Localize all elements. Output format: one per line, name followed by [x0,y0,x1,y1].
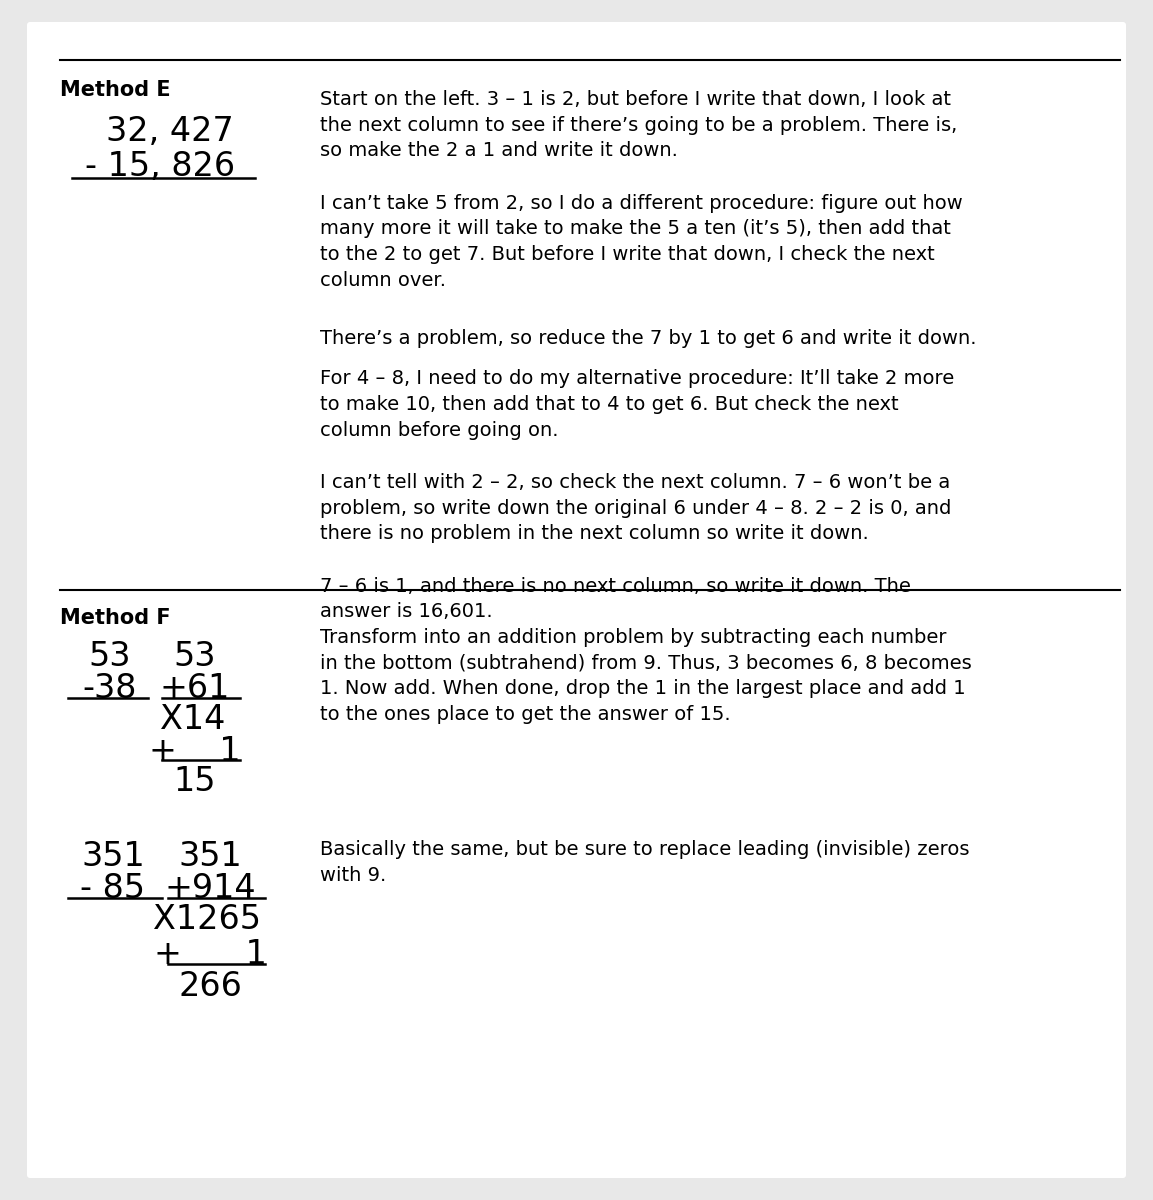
Text: Basically the same, but be sure to replace leading (invisible) zeros
with 9.: Basically the same, but be sure to repla… [321,840,970,884]
Text: Method F: Method F [60,608,171,628]
Text: +      1: + 1 [153,938,266,971]
Text: 266: 266 [178,970,242,1003]
FancyBboxPatch shape [27,22,1126,1178]
Text: 351: 351 [81,840,145,874]
Text: X1265: X1265 [153,902,261,936]
Text: +914: +914 [164,872,256,905]
Text: 53: 53 [89,640,131,673]
Text: There’s a problem, so reduce the 7 by 1 to get 6 and write it down.: There’s a problem, so reduce the 7 by 1 … [321,329,977,348]
Text: For 4 – 8, I need to do my alternative procedure: It’ll take 2 more
to make 10, : For 4 – 8, I need to do my alternative p… [321,370,955,439]
Text: X14: X14 [160,703,226,736]
Text: Transform into an addition problem by subtracting each number
in the bottom (sub: Transform into an addition problem by su… [321,628,972,725]
Text: 7 – 6 is 1, and there is no next column, so write it down. The
answer is 16,601.: 7 – 6 is 1, and there is no next column,… [321,576,911,622]
Text: 53: 53 [174,640,217,673]
Text: -38: -38 [83,672,137,704]
Text: +    1: + 1 [149,734,241,768]
Text: - 15, 826: - 15, 826 [85,150,235,182]
Text: I can’t take 5 from 2, so I do a different procedure: figure out how
many more i: I can’t take 5 from 2, so I do a differe… [321,193,963,290]
Text: +61: +61 [160,672,231,704]
Text: 351: 351 [178,840,242,874]
Text: - 85: - 85 [81,872,145,905]
Text: Start on the left. 3 – 1 is 2, but before I write that down, I look at
the next : Start on the left. 3 – 1 is 2, but befor… [321,90,957,161]
Text: I can’t tell with 2 – 2, so check the next column. 7 – 6 won’t be a
problem, so : I can’t tell with 2 – 2, so check the ne… [321,473,951,544]
Text: Method E: Method E [60,80,171,100]
Text: 15: 15 [174,766,217,798]
Text: 32, 427: 32, 427 [106,115,234,148]
